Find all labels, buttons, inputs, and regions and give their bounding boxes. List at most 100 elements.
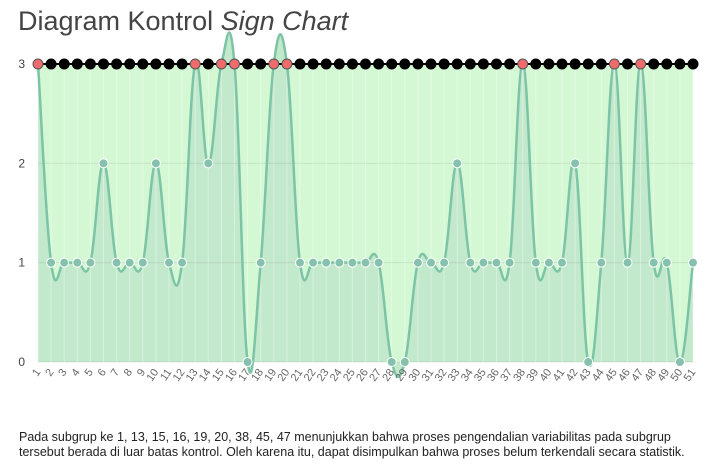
x-tick-label: 47	[629, 367, 646, 384]
limit-point	[399, 58, 411, 70]
x-tick-label: 17	[236, 367, 253, 384]
limit-point	[674, 58, 686, 70]
limit-point	[582, 58, 594, 70]
data-point	[46, 257, 57, 268]
x-tick-label: 21	[289, 367, 306, 384]
data-point	[399, 357, 410, 367]
data-point	[347, 257, 358, 268]
x-tick-label: 38	[511, 367, 528, 384]
out-of-control-point	[268, 58, 280, 70]
out-of-control-point	[32, 58, 44, 70]
x-tick-label: 36	[485, 367, 502, 384]
limit-point	[320, 58, 332, 70]
x-tick-label: 25	[341, 367, 358, 384]
data-point	[334, 257, 345, 268]
x-tick-label: 28	[380, 367, 397, 384]
limit-point	[111, 58, 123, 70]
data-point	[674, 357, 685, 367]
data-point	[137, 257, 148, 268]
data-point	[504, 257, 515, 268]
x-tick-label: 43	[577, 367, 594, 384]
out-of-control-point	[635, 58, 647, 70]
y-tick-label: 1	[18, 256, 25, 270]
data-point	[465, 257, 476, 268]
y-tick-label: 2	[18, 156, 25, 170]
x-tick-label: 5	[83, 367, 96, 379]
x-tick-label: 14	[197, 367, 214, 384]
x-tick-label: 51	[682, 367, 699, 384]
x-tick-label: 13	[184, 367, 201, 384]
data-point	[596, 257, 607, 268]
limit-point	[530, 58, 542, 70]
data-point	[543, 257, 554, 268]
data-point	[255, 257, 266, 268]
out-of-control-point	[608, 58, 620, 70]
x-tick-label: 32	[433, 367, 450, 384]
data-point	[111, 257, 122, 268]
x-tick-label: 2	[43, 367, 56, 379]
out-of-control-point	[281, 58, 293, 70]
x-tick-label: 15	[210, 367, 227, 384]
x-tick-label: 8	[122, 367, 135, 379]
limit-point	[687, 58, 699, 70]
data-point	[164, 257, 174, 268]
x-tick-label: 41	[551, 367, 568, 384]
limit-point	[477, 58, 489, 70]
x-tick-label: 9	[135, 367, 148, 379]
x-tick-label: 19	[262, 367, 279, 384]
x-tick-label: 24	[328, 367, 345, 384]
limit-point	[464, 58, 476, 70]
data-point	[426, 257, 436, 268]
data-point	[72, 257, 83, 268]
data-point	[85, 257, 96, 268]
x-tick-label: 30	[407, 367, 424, 384]
limit-point	[242, 58, 254, 70]
data-point	[412, 257, 423, 268]
x-tick-label: 4	[69, 367, 82, 379]
x-tick-label: 10	[145, 367, 162, 384]
x-tick-label: 6	[96, 367, 109, 379]
limit-point	[386, 58, 398, 70]
limit-point	[58, 58, 70, 70]
x-tick-label: 50	[669, 367, 686, 384]
x-tick-label: 29	[393, 367, 410, 384]
limit-point	[412, 58, 424, 70]
x-tick-label: 44	[590, 367, 607, 384]
data-point	[308, 257, 319, 268]
data-point	[360, 257, 371, 268]
y-tick-label: 0	[18, 355, 25, 369]
limit-point	[438, 58, 450, 70]
limit-point	[661, 58, 673, 70]
x-tick-label: 45	[603, 367, 620, 384]
limit-point	[294, 58, 306, 70]
x-tick-label: 49	[655, 367, 672, 384]
limit-point	[622, 58, 633, 70]
data-point	[530, 257, 541, 268]
limit-point	[124, 58, 136, 70]
out-of-control-point	[189, 58, 201, 70]
x-tick-label: 22	[302, 367, 319, 384]
data-point	[242, 357, 253, 367]
data-point	[386, 357, 397, 367]
limit-point	[163, 58, 175, 70]
chart-title: Diagram Kontrol Sign Chart	[18, 6, 348, 37]
x-tick-label: 20	[276, 367, 293, 384]
data-point	[583, 357, 594, 367]
limit-point	[202, 58, 214, 70]
data-point	[124, 257, 135, 268]
limit-point	[491, 58, 502, 70]
data-point	[688, 257, 698, 268]
data-point	[661, 257, 672, 268]
data-point	[59, 257, 70, 268]
x-tick-label: 46	[616, 367, 633, 384]
x-tick-label: 7	[109, 367, 122, 379]
limit-point	[569, 58, 581, 70]
chart-title-emphasis: Sign Chart	[220, 6, 349, 36]
x-axis: 1 2 3 4 5 6 7 8 91011121314151617181920212223242…	[30, 367, 698, 384]
data-point	[321, 257, 332, 268]
limit-point	[543, 58, 555, 70]
limit-point	[255, 58, 267, 70]
limit-point	[307, 58, 319, 70]
data-point	[491, 257, 502, 268]
